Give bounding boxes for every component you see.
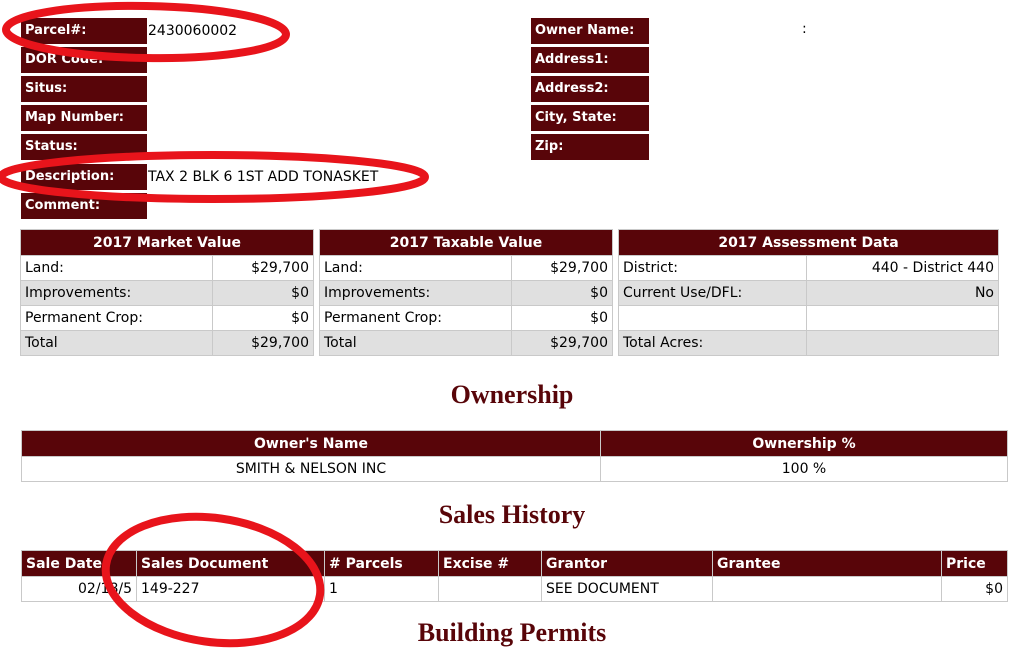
zip-label: Zip: [531, 134, 649, 160]
address1-label: Address1: [531, 47, 649, 73]
taxable-land-label: Land: [319, 255, 512, 281]
grantee-cell [712, 576, 942, 602]
district-label: District: [618, 255, 807, 281]
ownership-percent-cell: 100 % [600, 456, 1008, 482]
sales-history-heading: Sales History [438, 500, 586, 529]
description-label: Description: [21, 164, 147, 190]
grantor-header: Grantor [541, 550, 713, 577]
market-land-label: Land: [20, 255, 213, 281]
status-label: Status: [21, 134, 147, 160]
sales-document-header: Sales Document [136, 550, 325, 577]
assessment-title: 2017 Assessment Data [618, 229, 999, 256]
grantor-cell: SEE DOCUMENT [541, 576, 713, 602]
assessment-table: 2017 Assessment Data District: 440 - Dist… [618, 229, 999, 356]
taxable-crop-label: Permanent Crop: [319, 305, 512, 331]
excise-number-header: Excise # [438, 550, 542, 577]
taxable-improvements-label: Improvements: [319, 280, 512, 306]
market-land-value: $29,700 [211, 255, 315, 281]
owner-name-label: Owner Name: [531, 18, 649, 44]
market-improvements-label: Improvements: [20, 280, 213, 306]
address2-label: Address2: [531, 76, 649, 102]
taxable-total-label: Total [319, 330, 512, 356]
total-acres-value [806, 330, 999, 356]
map-number-label: Map Number: [21, 105, 147, 131]
taxable-crop-value: $0 [510, 305, 614, 331]
parcel-number-label: Parcel#: [21, 18, 147, 44]
parcel-number-value: 2430060002 [148, 23, 238, 39]
sales-history-table: Sale Date Sales Document # Parcels Excis… [21, 550, 1008, 602]
excise-number-cell [438, 576, 542, 602]
price-cell: $0 [941, 576, 1008, 602]
current-use-label: Current Use/DFL: [618, 280, 807, 306]
assessment-blank-value [806, 305, 999, 331]
taxable-land-value: $29,700 [510, 255, 614, 281]
market-value-title: 2017 Market Value [20, 229, 314, 256]
current-use-value: No [806, 280, 999, 306]
owner-name-cell: SMITH & NELSON INC [21, 456, 601, 482]
market-value-table: 2017 Market Value Land: $29,700 Improveme… [20, 229, 315, 356]
assessment-blank-label [618, 305, 807, 331]
parcels-count-cell: 1 [324, 576, 439, 602]
parcels-count-header: # Parcels [324, 550, 439, 577]
city-state-label: City, State: [531, 105, 649, 131]
ownership-table: Owner's Name Ownership % SMITH & NELSON … [21, 430, 1008, 482]
taxable-value-table: 2017 Taxable Value Land: $29,700 Improvem… [319, 229, 614, 356]
market-crop-value: $0 [211, 305, 315, 331]
price-header: Price [941, 550, 1008, 577]
market-improvements-value: $0 [211, 280, 315, 306]
owner-name-header: Owner's Name [21, 430, 601, 457]
description-value: TAX 2 BLK 6 1ST ADD TONASKET [148, 169, 379, 185]
comment-label: Comment: [21, 193, 147, 219]
district-value: 440 - District 440 [806, 255, 999, 281]
taxable-improvements-value: $0 [510, 280, 614, 306]
ownership-percent-header: Ownership % [600, 430, 1008, 457]
sale-date-cell: 02/18/5 [21, 576, 137, 602]
building-permits-heading: Building Permits [417, 618, 607, 647]
dor-code-label: DOR Code: [21, 47, 147, 73]
grantee-header: Grantee [712, 550, 942, 577]
owner-name-value: : [802, 21, 807, 37]
market-total-value: $29,700 [211, 330, 315, 356]
sale-date-header: Sale Date [21, 550, 137, 577]
market-total-label: Total [20, 330, 213, 356]
taxable-total-value: $29,700 [510, 330, 614, 356]
market-crop-label: Permanent Crop: [20, 305, 213, 331]
situs-label: Situs: [21, 76, 147, 102]
sales-document-cell[interactable]: 149-227 [136, 576, 325, 602]
taxable-value-title: 2017 Taxable Value [319, 229, 613, 256]
ownership-heading: Ownership [450, 380, 574, 409]
total-acres-label: Total Acres: [618, 330, 807, 356]
